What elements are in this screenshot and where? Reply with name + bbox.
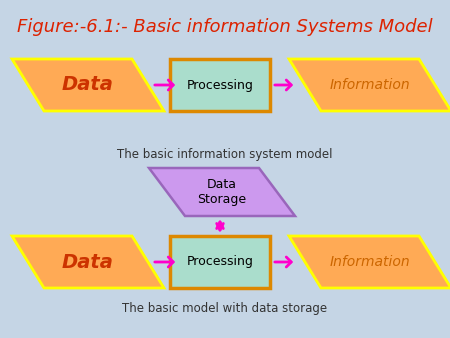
Text: Processing: Processing: [187, 256, 253, 268]
Polygon shape: [149, 168, 295, 216]
Text: Processing: Processing: [187, 78, 253, 92]
Text: Information: Information: [330, 78, 410, 92]
Polygon shape: [12, 236, 164, 288]
Bar: [170, 59, 270, 111]
Text: Data: Data: [62, 252, 114, 271]
Bar: [170, 236, 270, 288]
Polygon shape: [12, 59, 164, 111]
Text: Data
Storage: Data Storage: [198, 177, 247, 207]
Text: The basic information system model: The basic information system model: [117, 148, 333, 161]
Text: Figure:-6.1:- Basic information Systems Model: Figure:-6.1:- Basic information Systems …: [17, 18, 433, 36]
Polygon shape: [289, 59, 450, 111]
Text: Data: Data: [62, 75, 114, 95]
Polygon shape: [289, 236, 450, 288]
Text: The basic model with data storage: The basic model with data storage: [122, 302, 328, 315]
Text: Information: Information: [330, 255, 410, 269]
